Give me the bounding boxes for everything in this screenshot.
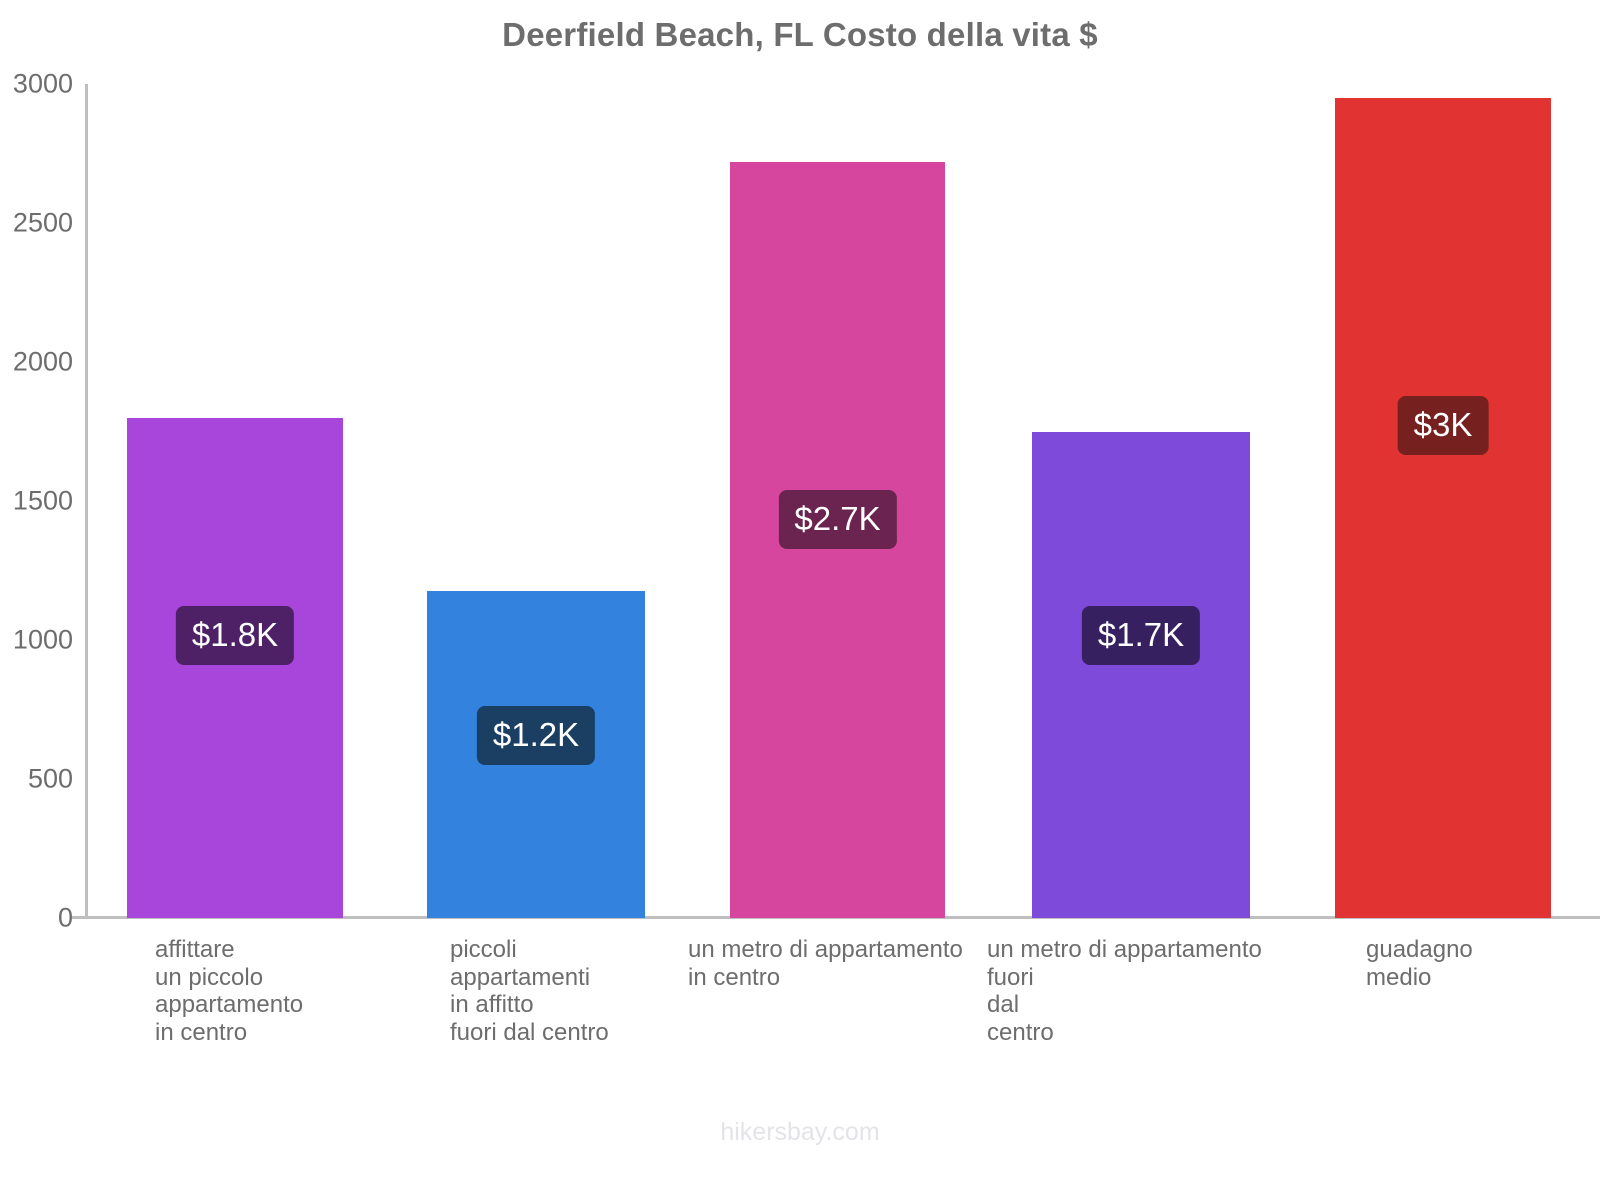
bar-value-label: $1.8K bbox=[175, 606, 295, 665]
bar[interactable]: $2.7K bbox=[730, 161, 945, 918]
y-axis-tick-label: 3000 bbox=[12, 68, 73, 99]
attribution-footer: hikersbay.com bbox=[720, 1118, 880, 1146]
chart-title: Deerfield Beach, FL Costo della vita $ bbox=[502, 16, 1098, 53]
bar-value-label: $2.7K bbox=[778, 490, 897, 549]
y-axis-tick-label: 2500 bbox=[12, 207, 73, 238]
y-axis-tick-label: 0 bbox=[57, 902, 73, 933]
bar-value-label: $1.2K bbox=[476, 706, 596, 765]
bar[interactable]: $1.7K bbox=[1032, 431, 1250, 918]
x-axis-tick-label: piccoli appartamenti in affitto fuori da… bbox=[450, 936, 609, 1046]
plot-area: $1.8K $1.2K $2.7K $1.7K $3K bbox=[85, 84, 1560, 918]
y-axis-tick-label: 2000 bbox=[12, 346, 73, 377]
bar-value-label: $3K bbox=[1397, 396, 1489, 455]
x-axis-tick-label: un metro di appartamento in centro bbox=[688, 936, 963, 991]
bar-value-label: $1.7K bbox=[1081, 606, 1201, 665]
y-axis-tick-label: 1500 bbox=[12, 485, 73, 516]
bar[interactable]: $1.2K bbox=[427, 591, 645, 918]
x-axis-tick-label: un metro di appartamento fuori dal centr… bbox=[987, 936, 1262, 1046]
x-axis-tick-label: affittare un piccolo appartamento in cen… bbox=[155, 936, 304, 1046]
y-axis-tick-label: 1000 bbox=[12, 624, 73, 655]
bar[interactable]: $3K bbox=[1335, 97, 1551, 918]
bar[interactable]: $1.8K bbox=[127, 417, 343, 918]
y-axis-tick-label: 500 bbox=[27, 763, 73, 794]
x-axis-tick-label: guadagno medio bbox=[1366, 936, 1473, 991]
y-axis-line bbox=[85, 84, 88, 918]
